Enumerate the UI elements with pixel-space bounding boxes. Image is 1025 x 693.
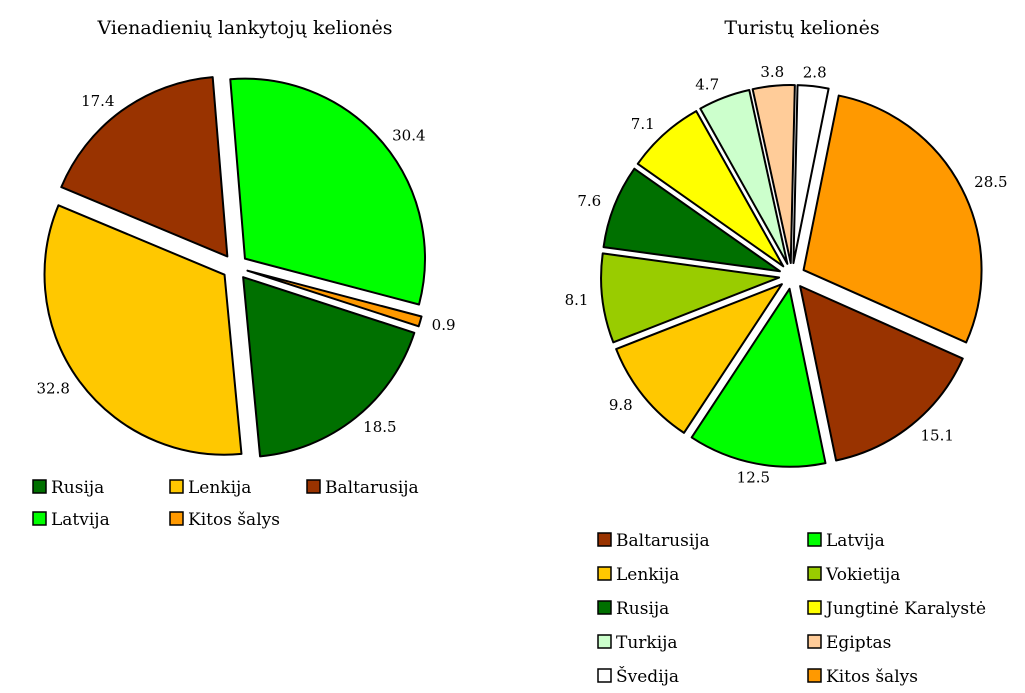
right-legend: Baltarusija Latvija Lenkija Vokietija Rusija… [597,531,986,687]
legend-swatch [597,668,612,683]
data-label-rusija: 7.6 [577,192,601,210]
legend-swatch [597,532,612,547]
pie-slice-rusija [242,276,416,458]
legend-item-baltarusija: Baltarusija [597,531,710,551]
legend-swatch [32,511,47,526]
legend-label: Latvija [51,510,110,530]
legend-swatch [306,479,321,494]
pie-slice-latvija [229,77,426,306]
data-label-baltarusija: 17.4 [81,92,114,110]
pie-slice-baltarusija [60,76,229,258]
legend-label: Kitos šalys [826,667,918,687]
legend-item-baltarusija: Baltarusija [306,478,419,498]
legend-label: Švedija [616,666,679,687]
data-label-lenkija: 32.8 [37,380,70,398]
pie-slice-svedija [792,84,830,265]
legend-item-svedija: Švedija [597,666,679,687]
data-label-turkija: 4.7 [695,75,719,93]
legend-label: Lenkija [188,478,251,498]
data-label-rusija: 18.5 [363,418,396,436]
legend-item-jungtine-karalyste: Jungtinė Karalystė [807,599,986,619]
pie-slice-kitos-salys [246,269,423,328]
legend-item-kitos-salys: Kitos šalys [169,510,280,530]
legend-label: Rusija [51,478,104,498]
legend-swatch [807,634,822,649]
pie-slice-egiptas [751,84,796,265]
legend-label: Vokietija [825,565,900,585]
data-label-latvija: 30.4 [392,126,425,144]
data-label-egiptas: 3.8 [760,63,784,81]
data-label-latvija: 12.5 [737,468,770,486]
data-label-jungtine-karalyste: 7.1 [631,115,655,133]
data-label-vokietija: 8.1 [565,291,589,309]
right-pie: 15.1 12.5 9.8 8.1 7.6 7.1 4.7 3.8 2.8 28.5 [565,63,1008,486]
legend-label: Turkija [616,633,678,653]
legend-label: Egiptas [826,633,891,653]
legend-label: Latvija [826,531,885,551]
legend-swatch [169,511,184,526]
data-label-svedija: 2.8 [803,63,827,81]
legend-swatch [807,668,822,683]
legend-item-lenkija: Lenkija [597,565,679,585]
legend-swatch [597,600,612,615]
data-label-kitos-salys: 0.9 [432,316,456,334]
pie-slice-lenkija [43,204,243,456]
data-label-kitos-salys: 28.5 [974,173,1007,191]
pie-slice-jungtine-karalyste [636,110,785,268]
legend-label: Lenkija [616,565,679,585]
legend-swatch [597,566,612,581]
legend-item-turkija: Turkija [597,633,678,653]
pie-slice-lenkija [615,283,783,434]
left-pie: 18.5 32.8 17.4 30.4 0.9 [37,76,456,458]
legend-swatch [807,566,822,581]
legend-label: Baltarusija [325,478,419,498]
pie-slice-baltarusija [799,285,964,462]
legend-item-kitos-salys: Kitos šalys [807,667,918,687]
legend-item-rusija: Rusija [597,599,669,619]
pie-slice-latvija [690,287,827,468]
legend-swatch [597,634,612,649]
data-label-lenkija: 9.8 [609,396,633,414]
chart-title-left: Vienadienių lankytojų kelionės [96,17,392,39]
legend-item-latvija: Latvija [32,510,110,530]
legend-item-lenkija: Lenkija [169,478,251,498]
legend-label: Baltarusija [616,531,710,551]
legend-swatch [807,600,822,615]
pie-slice-vokietija [600,252,781,344]
data-label-baltarusija: 15.1 [921,427,954,445]
chart-title-right: Turistų kelionės [724,17,879,39]
legend-swatch [32,479,47,494]
legend-item-vokietija: Vokietija [807,565,900,585]
pie-slice-rusija [602,167,781,273]
legend-item-egiptas: Egiptas [807,633,891,653]
pie-slice-kitos-salys [802,94,983,344]
legend-item-latvija: Latvija [807,531,885,551]
legend-swatch [807,532,822,547]
pie-slice-turkija [699,88,789,265]
legend-label: Jungtinė Karalystė [824,599,986,619]
legend-swatch [169,479,184,494]
legend-label: Kitos šalys [188,510,280,530]
legend-item-rusija: Rusija [32,478,104,498]
legend-label: Rusija [616,599,669,619]
left-legend: Rusija Lenkija Baltarusija Latvija Kitos šal… [32,478,419,530]
